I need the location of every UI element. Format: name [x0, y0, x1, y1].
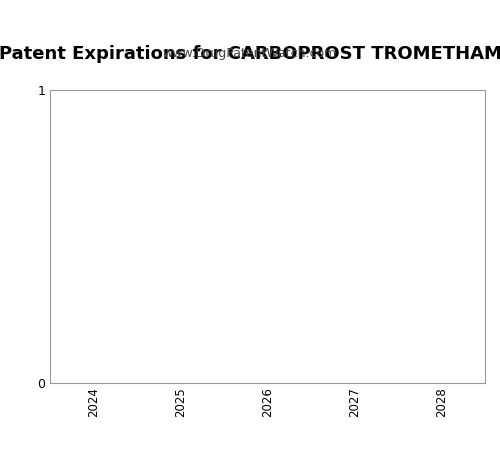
Title: Patent Expirations for CARBOPROST TROMETHAMINE: Patent Expirations for CARBOPROST TROMET…	[0, 45, 500, 63]
Text: www.DrugPatentWatch.com: www.DrugPatentWatch.com	[163, 47, 337, 60]
